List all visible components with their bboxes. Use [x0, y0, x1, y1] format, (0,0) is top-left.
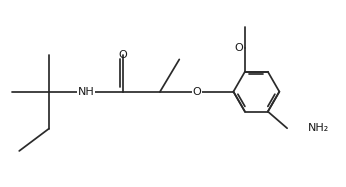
Text: O: O	[119, 50, 127, 60]
Text: O: O	[234, 43, 243, 53]
Text: NH: NH	[78, 87, 94, 97]
Text: O: O	[193, 87, 201, 97]
Text: NH₂: NH₂	[308, 123, 329, 133]
